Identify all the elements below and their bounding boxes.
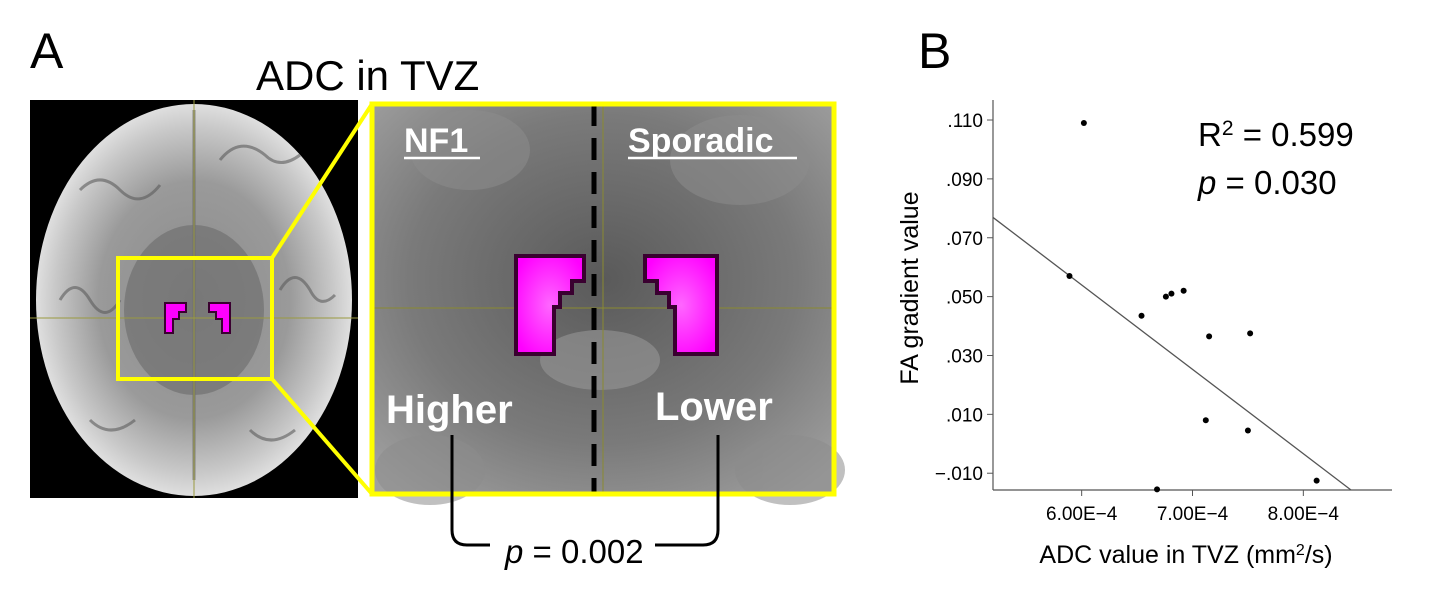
y-axis-label: FA gradient value <box>896 191 924 384</box>
connector-top <box>270 102 374 260</box>
y-tick-label: .110 <box>947 111 983 132</box>
roi-left <box>514 254 586 356</box>
scatter-plot: −.010 .010 .030 .050 .070 .090 .110 6.00E−4 7.0… <box>896 100 1392 569</box>
data-point <box>1313 477 1320 484</box>
mri-axial-image <box>30 100 358 498</box>
y-tick-label: .090 <box>946 170 983 191</box>
pvalue-a: p = 0.002 <box>504 533 644 570</box>
inset-highlight-box <box>116 256 274 381</box>
regression-line <box>992 216 1352 491</box>
x-tick-label: 7.00E−4 <box>1157 504 1229 525</box>
data-points <box>1066 119 1320 493</box>
x-ticks: 6.00E−4 7.00E−4 8.00E−4 <box>1046 490 1339 525</box>
label-sporadic: Sporadic <box>628 122 773 160</box>
panel-b-letter: B <box>918 23 951 79</box>
data-point <box>1162 293 1169 300</box>
y-tick-label: .010 <box>946 405 983 426</box>
panel-a-title: ADC in TVZ <box>256 52 479 99</box>
label-nf1: NF1 <box>404 122 468 160</box>
data-point <box>1206 333 1213 340</box>
data-point <box>1080 119 1087 126</box>
label-lower: Lower <box>655 385 773 429</box>
panel-a-letter: A <box>30 23 64 79</box>
r-squared-stat: R2 = 0.599 <box>1198 116 1354 153</box>
y-ticks: −.010 .010 .030 .050 .070 .090 .110 <box>935 111 993 485</box>
data-point <box>1247 330 1254 337</box>
data-point <box>1066 273 1073 280</box>
comparison-bracket <box>450 435 720 547</box>
data-point <box>1168 290 1175 297</box>
y-tick-label: .050 <box>946 288 983 309</box>
data-point <box>1244 427 1251 434</box>
data-point <box>1180 287 1187 294</box>
roi-right <box>643 254 719 356</box>
y-tick-label: −.010 <box>935 464 983 485</box>
x-axis-label: ADC value in TVZ (mm2/s) <box>1039 541 1332 569</box>
zoomed-mri-panel <box>369 101 845 505</box>
x-tick-label: 8.00E−4 <box>1268 504 1340 525</box>
connector-bottom <box>270 377 374 496</box>
y-tick-label: .070 <box>946 229 983 250</box>
x-tick-label: 6.00E−4 <box>1046 504 1118 525</box>
y-tick-label: .030 <box>946 346 983 367</box>
data-point <box>1154 486 1161 493</box>
pvalue-b: p = 0.030 <box>1197 164 1337 201</box>
data-point <box>1202 417 1209 424</box>
label-higher: Higher <box>386 388 513 432</box>
data-point <box>1138 312 1145 319</box>
